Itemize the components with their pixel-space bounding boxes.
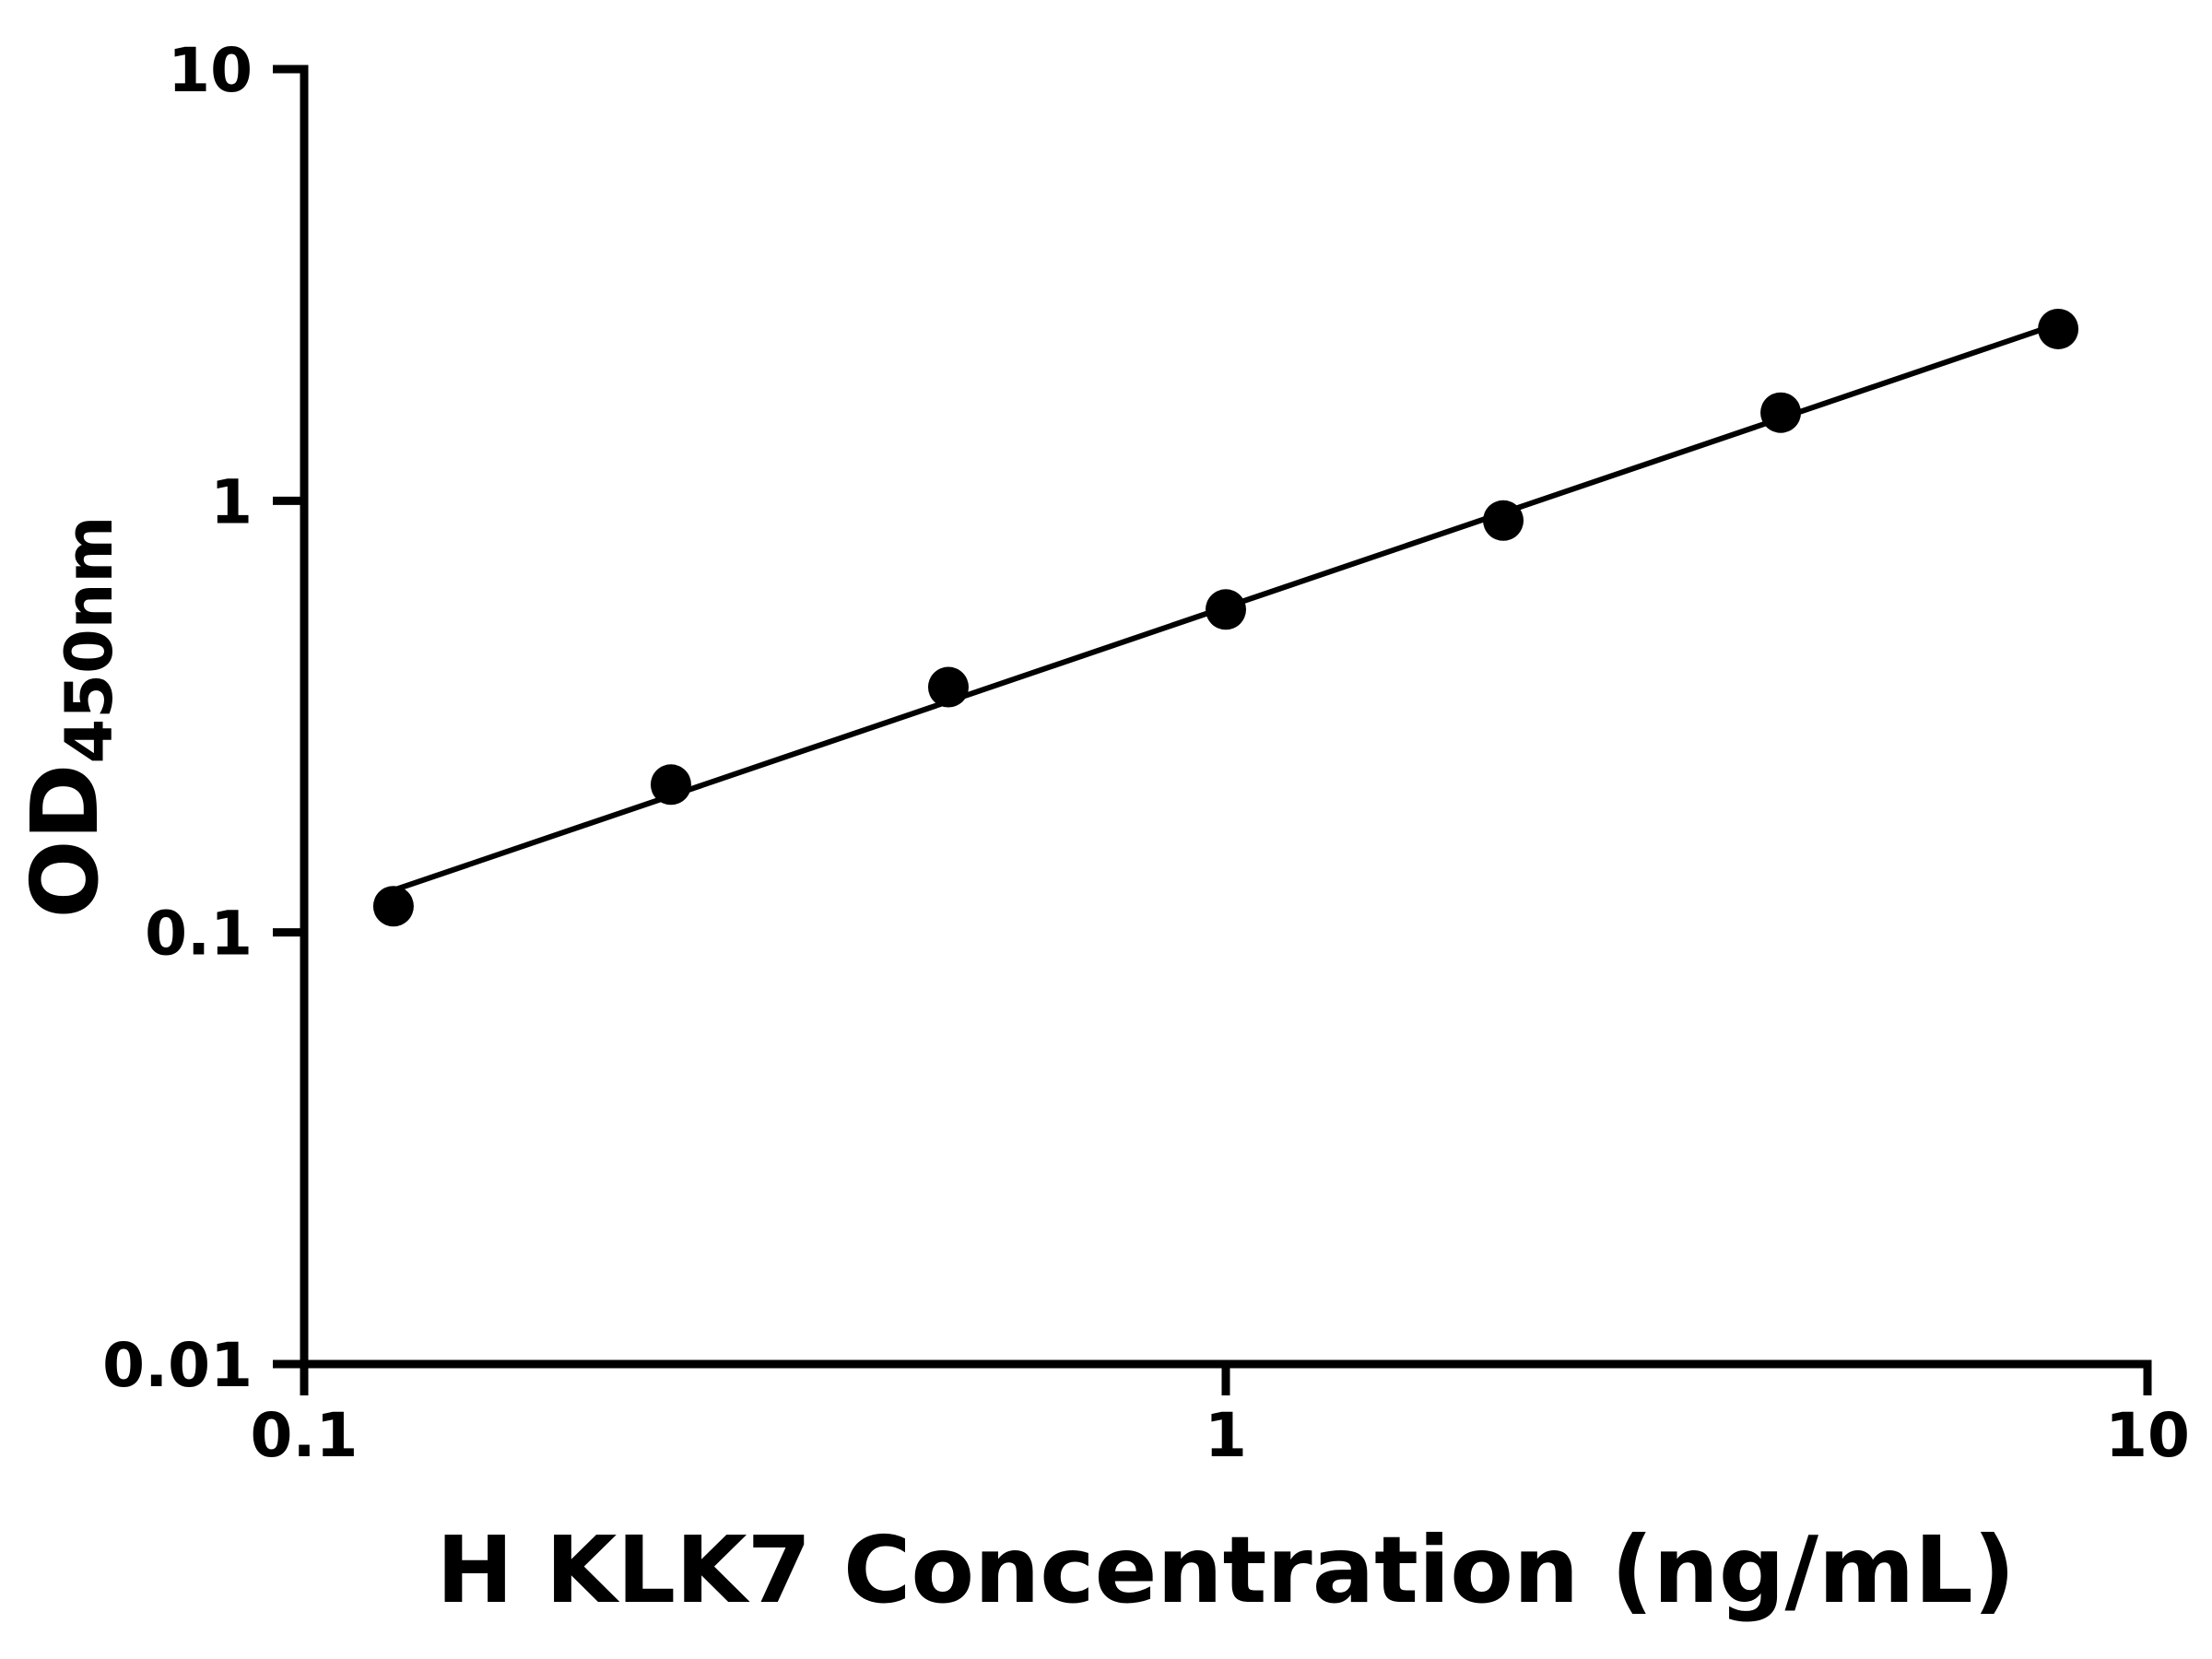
data-point: [1206, 589, 1246, 630]
y-tick-label: 10: [168, 35, 253, 106]
data-point: [1483, 500, 1524, 541]
x-axis-title: H KLK7 Concentration (ng/mL): [436, 1516, 2015, 1624]
data-point: [372, 886, 414, 927]
y-axis-title-sub: 450nm: [52, 516, 127, 764]
y-tick-label: 1: [210, 466, 253, 537]
y-tick-label: 0.1: [145, 899, 253, 970]
data-point: [2038, 308, 2079, 349]
x-tick-label: 1: [1205, 1400, 1247, 1471]
data-point: [1760, 392, 1802, 433]
data-point: [927, 666, 969, 708]
y-axis-title: OD450nm: [11, 516, 127, 919]
data-point: [650, 764, 691, 806]
y-axis-title-main: OD: [11, 763, 119, 918]
x-tick-label: 10: [2105, 1400, 2190, 1471]
y-tick-label: 0.01: [102, 1330, 253, 1401]
x-tick-label: 0.1: [251, 1400, 359, 1471]
